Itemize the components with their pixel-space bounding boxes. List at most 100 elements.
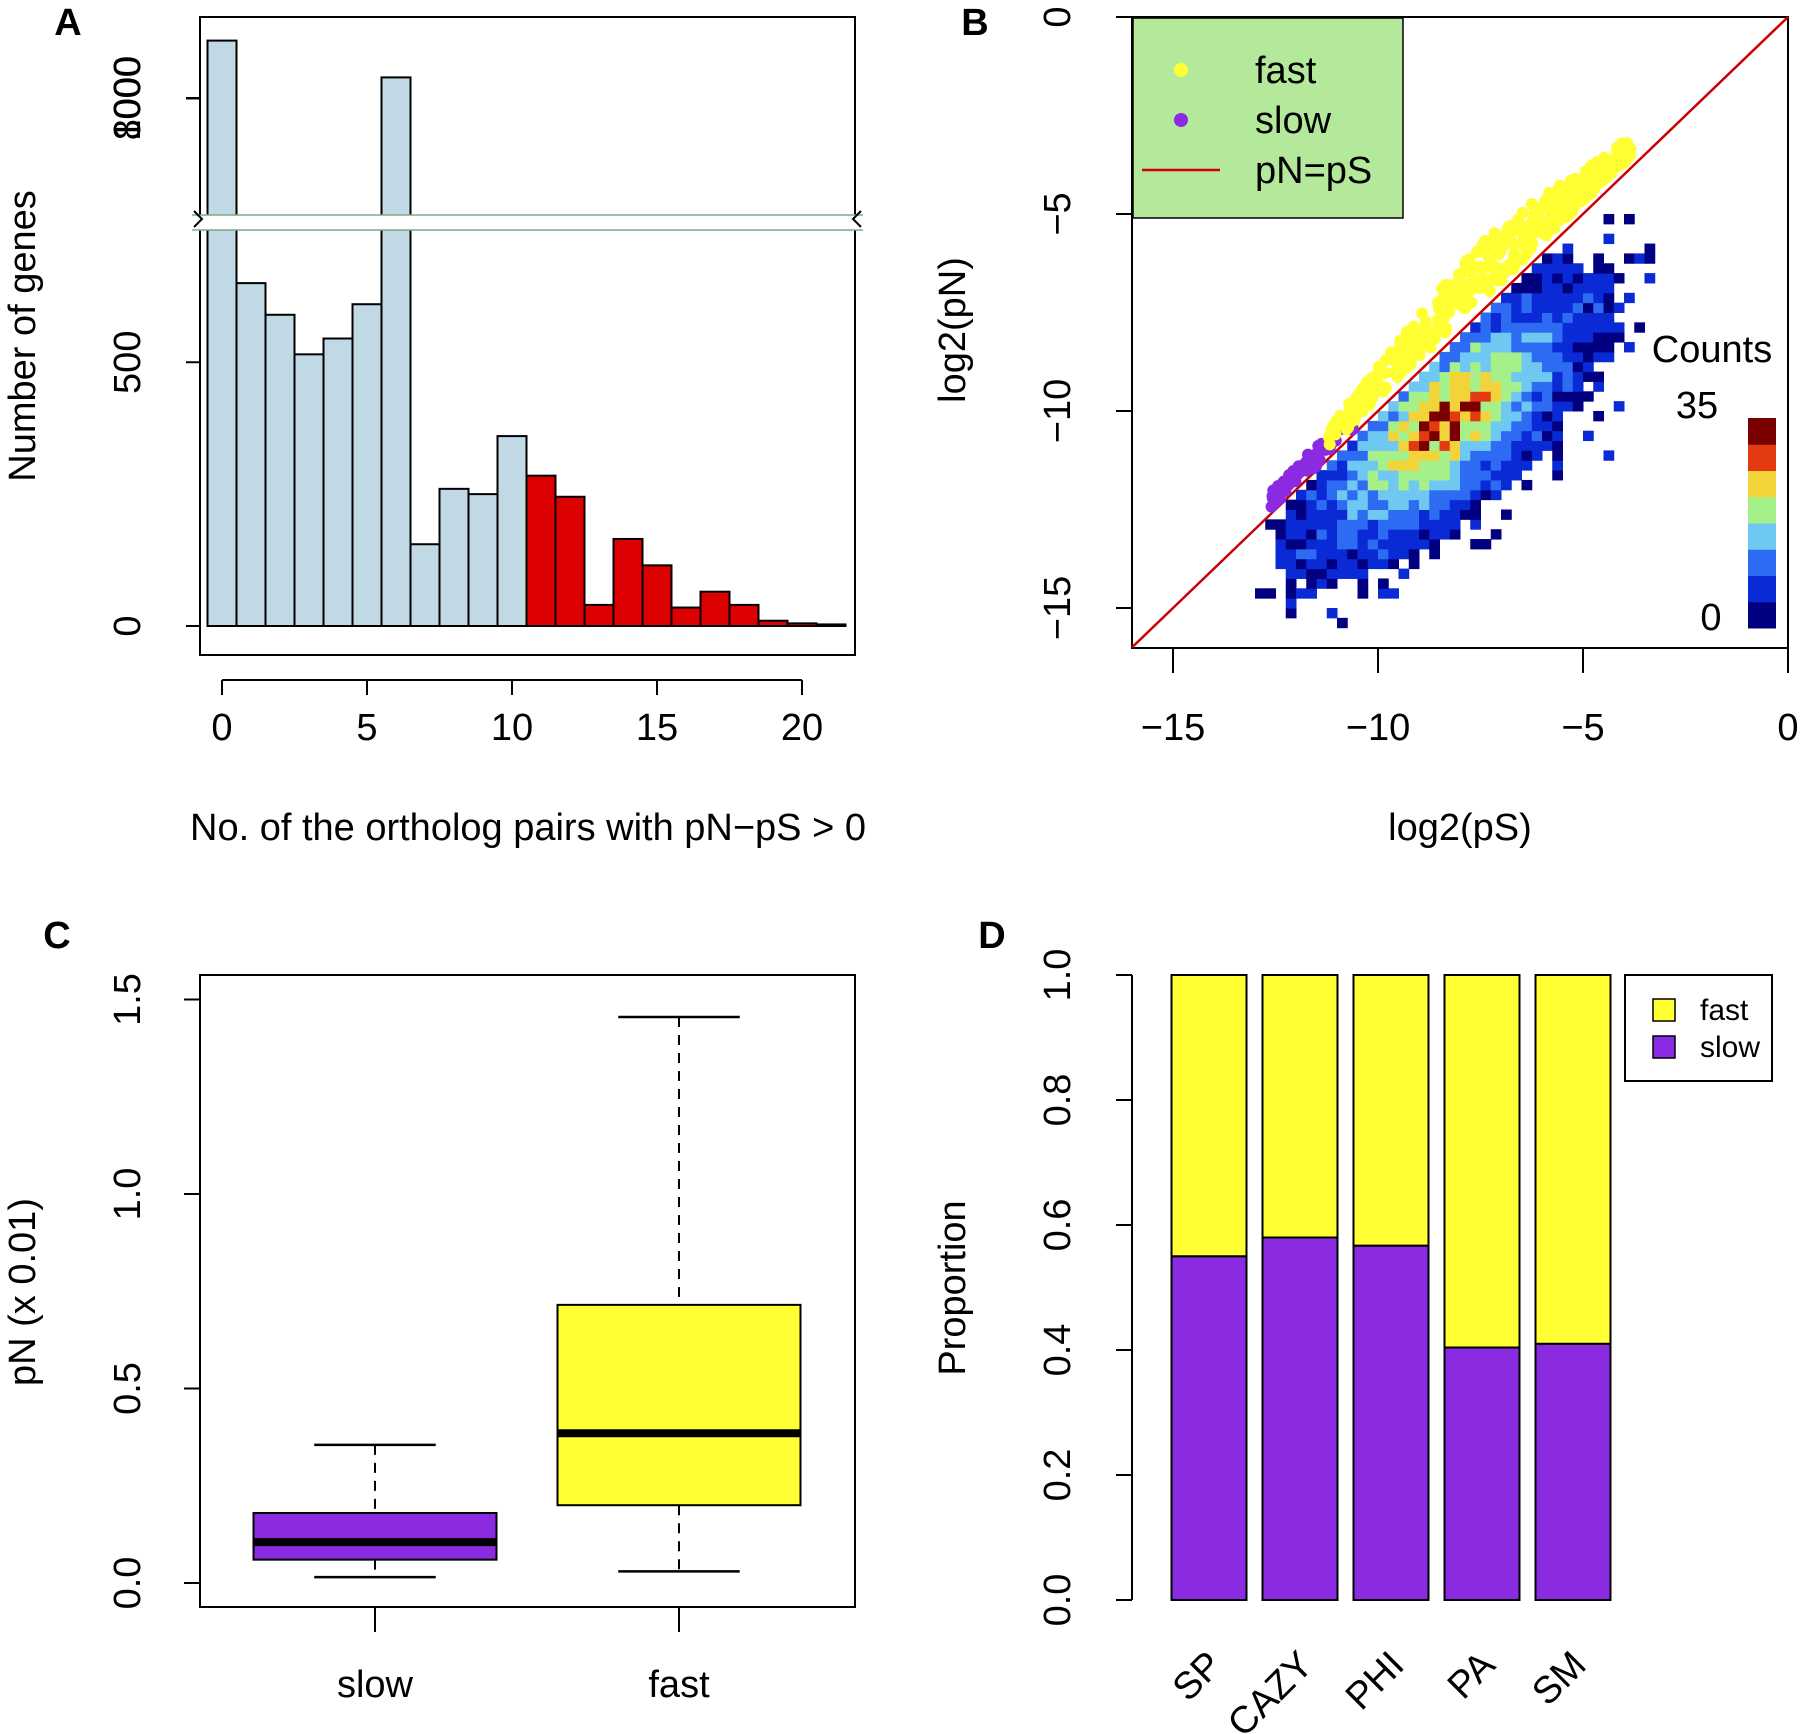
heatmap-cell: [1337, 509, 1348, 520]
heatmap-cell: [1419, 401, 1430, 412]
panel-c-boxplot: slow fast 0.0 0.5 1.0 1.5 pN (x 0.01) C: [2, 915, 856, 1706]
heatmap-cell: [1562, 381, 1574, 392]
fast-point: [1468, 274, 1481, 287]
heatmap-cell: [1501, 312, 1512, 323]
heatmap-cell: [1542, 342, 1553, 353]
heatmap-cell: [1347, 509, 1358, 520]
heatmap-cell: [1429, 411, 1440, 422]
heatmap-cell: [1439, 351, 1451, 363]
heatmap-cell: [1603, 292, 1615, 304]
heatmap-cell: [1501, 440, 1512, 451]
heatmap-cell: [1501, 292, 1512, 304]
heatmap-cell: [1337, 539, 1348, 550]
colorbar-swatch: [1748, 444, 1776, 471]
heatmap-cell: [1285, 499, 1297, 510]
heatmap-cell: [1316, 568, 1328, 579]
x-category-label: slow: [337, 1664, 414, 1706]
heatmap-cell: [1357, 588, 1369, 599]
heatmap-cell: [1408, 391, 1420, 402]
heatmap-cell: [1562, 391, 1574, 402]
heatmap-cell: [1511, 440, 1522, 451]
fast-point: [1363, 399, 1376, 412]
heatmap-cell: [1357, 548, 1369, 560]
panel-letter-c: C: [43, 915, 70, 957]
heatmap-cell: [1583, 292, 1594, 304]
axis-break-left-mark: [193, 210, 204, 228]
heatmap-cell: [1572, 263, 1584, 274]
heatmap-cell: [1449, 401, 1461, 412]
histogram-bar: [525, 474, 557, 627]
axis-break-gap: [192, 215, 863, 230]
heatmap-cell: [1572, 312, 1584, 323]
fast-point: [1581, 174, 1594, 187]
heatmap-cell: [1429, 381, 1440, 392]
heatmap-cell: [1460, 342, 1471, 353]
heatmap-cell: [1326, 529, 1338, 540]
heatmap-cell: [1501, 361, 1512, 373]
heatmap-cell: [1480, 430, 1492, 442]
heatmap-cell: [1531, 411, 1543, 422]
heatmap-cell: [1613, 332, 1625, 343]
heatmap-cell: [1562, 263, 1574, 274]
fast-point: [1347, 399, 1360, 412]
colorbar-min-label: 0: [1700, 597, 1721, 639]
fast-point: [1407, 320, 1420, 333]
heatmap-cell: [1449, 361, 1461, 373]
heatmap-cell: [1367, 539, 1379, 550]
legend-label: slow: [1700, 1031, 1760, 1064]
heatmap-cell: [1337, 568, 1348, 579]
heatmap-cell: [1429, 548, 1440, 560]
x-category-label: PA: [1440, 1643, 1504, 1707]
heatmap-cell: [1562, 342, 1574, 353]
heatmap-cell: [1603, 322, 1615, 333]
heatmap-cell: [1337, 489, 1348, 501]
heatmap-cell: [1572, 292, 1584, 304]
heatmap-cell: [1316, 479, 1328, 491]
heatmap-cell: [1593, 371, 1604, 382]
heatmap-cell: [1408, 519, 1420, 530]
heatmap-cell: [1480, 332, 1492, 343]
y-tick-label: 0.2: [1037, 1449, 1079, 1502]
heatmap-cell: [1531, 292, 1543, 304]
heatmap-cell: [1593, 411, 1604, 422]
heatmap-cell: [1378, 440, 1389, 451]
heatmap-cell: [1326, 460, 1338, 471]
heatmap-cell: [1490, 351, 1502, 363]
y-tick-label: 0: [107, 615, 149, 636]
heatmap-cell: [1388, 450, 1399, 461]
histogram-bar: [351, 303, 383, 627]
heatmap-cell: [1388, 411, 1399, 422]
fast-point: [1392, 347, 1405, 360]
heatmap-cell: [1480, 479, 1492, 491]
heatmap-cell: [1490, 361, 1502, 373]
heatmap-cell: [1316, 539, 1328, 550]
heatmap-cell: [1552, 332, 1563, 343]
heatmap-cell: [1603, 342, 1615, 353]
heatmap-cell: [1552, 292, 1563, 304]
heatmap-cell: [1460, 391, 1471, 402]
fast-point: [1365, 371, 1378, 384]
heatmap-cell: [1388, 460, 1399, 471]
fast-point: [1373, 380, 1386, 393]
y-tick-label: 1000: [107, 56, 149, 141]
heatmap-cell: [1562, 332, 1574, 343]
heatmap-cell: [1378, 548, 1389, 560]
heatmap-cell: [1285, 509, 1297, 520]
heatmap-cell: [1449, 440, 1461, 451]
heatmap-cell: [1419, 509, 1430, 520]
heatmap-cell: [1388, 519, 1399, 530]
heatmap-cell: [1357, 489, 1369, 501]
heatmap-cell: [1449, 489, 1461, 501]
heatmap-cell: [1603, 302, 1615, 313]
heatmap-cell: [1408, 401, 1420, 412]
heatmap-cell: [1419, 391, 1430, 402]
heatmap-cell: [1378, 558, 1389, 570]
heatmap-cell: [1347, 489, 1358, 501]
x-axis-title: log2(pS): [1388, 807, 1532, 849]
heatmap-cell: [1562, 371, 1574, 382]
heatmap-cell: [1542, 351, 1553, 363]
heatmap-cell: [1531, 391, 1543, 402]
heatmap-cell: [1542, 371, 1553, 382]
heatmap-cell: [1337, 558, 1348, 570]
heatmap-cell: [1552, 440, 1563, 451]
